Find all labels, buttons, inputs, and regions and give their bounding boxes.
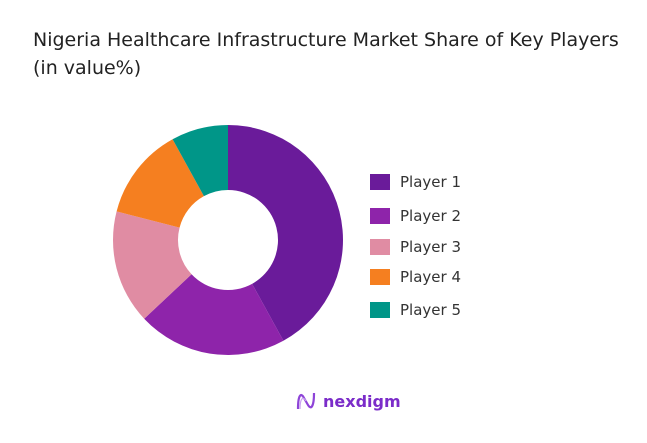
legend-label: Player 1 — [400, 173, 461, 191]
logo-icon — [296, 392, 316, 410]
chart-title: Nigeria Healthcare Infrastructure Market… — [33, 29, 619, 79]
legend-swatch — [370, 208, 390, 224]
slice-player-5 — [172, 125, 228, 197]
slice-player-4 — [116, 139, 204, 228]
legend-label: Player 5 — [400, 301, 461, 319]
legend-item: Player 3 — [370, 238, 461, 256]
legend-item: Player 5 — [370, 301, 461, 319]
legend-item: Player 1 — [370, 173, 461, 191]
legend-swatch — [370, 302, 390, 318]
legend-swatch — [370, 174, 390, 190]
brand-name: nexdigm — [323, 391, 401, 411]
legend-label: Player 2 — [400, 207, 461, 225]
slice-player-1 — [228, 125, 343, 341]
legend-swatch — [370, 239, 390, 255]
legend-item: Player 4 — [370, 268, 461, 286]
legend-label: Player 4 — [400, 268, 461, 286]
slice-player-2 — [144, 274, 284, 355]
legend-label: Player 3 — [400, 238, 461, 256]
legend-item: Player 2 — [370, 207, 461, 225]
legend-swatch — [370, 269, 390, 285]
slice-player-3 — [113, 211, 192, 319]
nexdigm-logo: nexdigm — [295, 390, 401, 412]
